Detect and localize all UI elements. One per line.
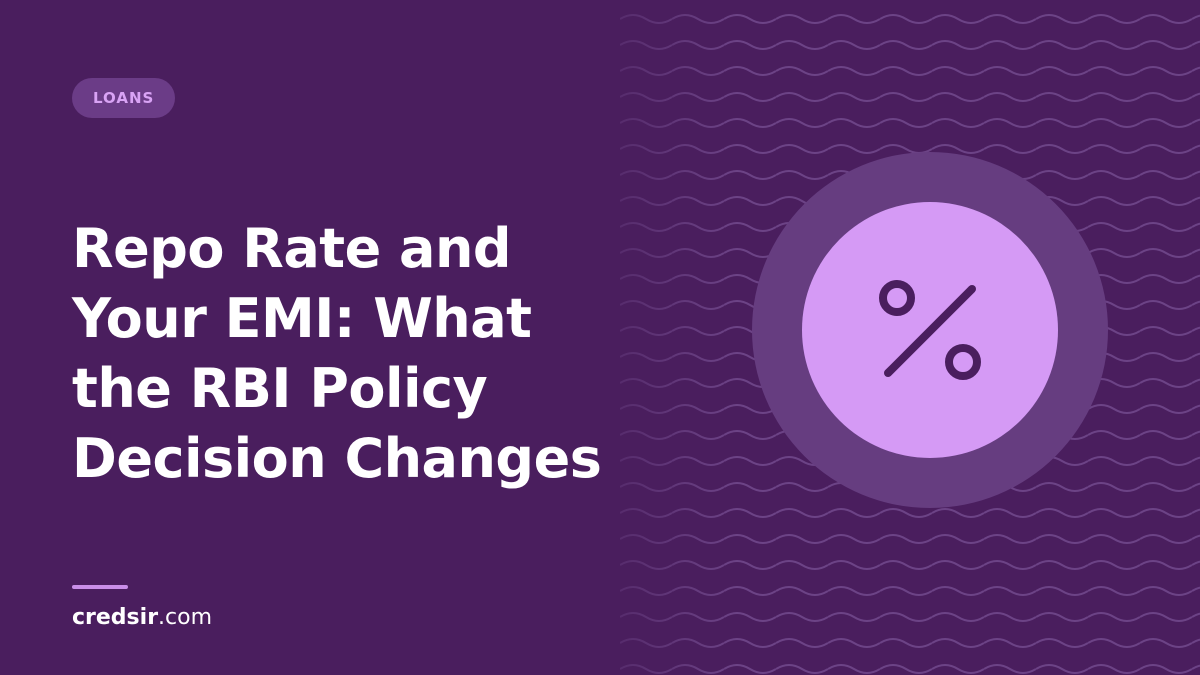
- site-url: credsir.com: [72, 605, 212, 630]
- headline-line: Repo Rate and: [72, 217, 512, 280]
- site-suffix: .com: [158, 605, 213, 630]
- site-name: credsir: [72, 605, 159, 630]
- headline-line: the RBI Policy: [72, 357, 488, 420]
- category-tag: LOANS: [72, 78, 176, 118]
- headline: Repo Rate and Your EMI: What the RBI Pol…: [72, 214, 602, 494]
- headline-line: Decision Changes: [72, 427, 602, 490]
- accent-bar: [72, 585, 128, 589]
- headline-line: Your EMI: What: [72, 287, 532, 350]
- percent-icon: [879, 280, 981, 380]
